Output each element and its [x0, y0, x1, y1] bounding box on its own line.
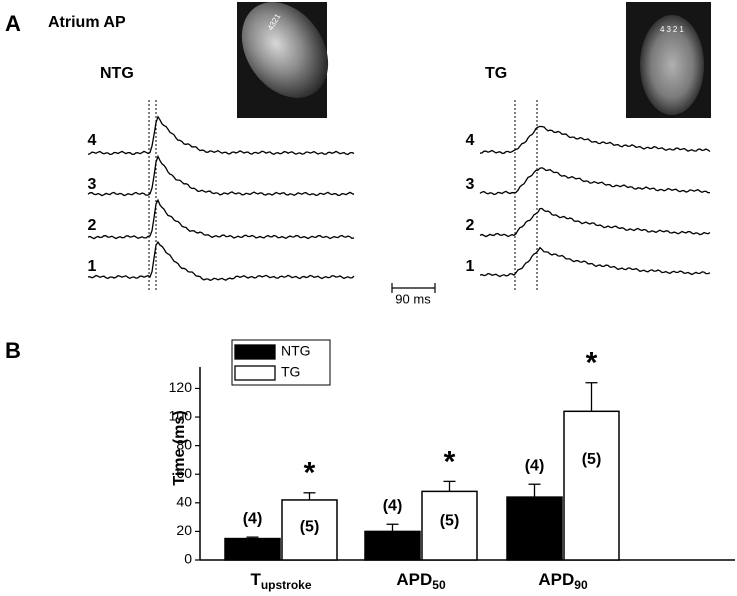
- n-label: (4): [383, 497, 403, 514]
- bar: [281, 499, 338, 561]
- bar: [563, 410, 620, 561]
- image-label: 4321: [660, 25, 686, 34]
- legend-swatch: [234, 344, 276, 360]
- bar: [224, 537, 281, 561]
- trace: [479, 167, 711, 196]
- y-tick-label: 20: [176, 522, 192, 538]
- x-tick-label: Tupstroke: [250, 570, 311, 592]
- category-name: T: [250, 570, 261, 589]
- panel-label: B: [5, 338, 21, 363]
- panel-title: Atrium AP: [48, 14, 126, 31]
- y-axis-title: Time (ms): [171, 410, 188, 485]
- legend-label: NTG: [281, 343, 311, 359]
- n-label: (5): [582, 451, 602, 468]
- significance: *: [304, 457, 316, 490]
- panel-label: A: [5, 11, 21, 36]
- trace-label: 4: [88, 132, 97, 149]
- reference-lines: [148, 100, 538, 290]
- n-label: (4): [243, 510, 263, 527]
- category-name: APD: [396, 570, 432, 589]
- trace-label: 2: [466, 217, 475, 234]
- y-tick-label: 60: [176, 465, 192, 481]
- category-name: APD: [538, 570, 574, 589]
- trace: [479, 207, 711, 238]
- legend-label: TG: [281, 364, 300, 380]
- trace-label: 2: [88, 217, 97, 234]
- y-tick-label: 80: [176, 436, 192, 452]
- x-tick-label: APD50: [396, 570, 446, 592]
- y-tick-label: 40: [176, 494, 192, 510]
- trace: [87, 115, 355, 156]
- trace-label: 4: [466, 132, 475, 149]
- trace: [87, 154, 355, 197]
- trace-label: 1: [88, 258, 97, 275]
- bar: [421, 490, 478, 561]
- trace: [479, 125, 711, 154]
- x-tick-label: APD90: [538, 570, 588, 592]
- cell: [640, 15, 704, 115]
- n-label: (4): [525, 457, 545, 474]
- trace: [87, 198, 355, 240]
- scale-bar: [391, 283, 436, 293]
- group-label: TG: [485, 65, 507, 82]
- n-label: (5): [440, 513, 460, 530]
- category-subscript: upstroke: [261, 578, 312, 592]
- legend-swatch: [234, 365, 276, 381]
- scale-bar-label: 90 ms: [395, 291, 431, 306]
- bar: [364, 530, 421, 561]
- trace: [479, 246, 711, 278]
- trace: [87, 240, 355, 281]
- y-tick-label: 100: [169, 408, 193, 424]
- y-tick-label: 120: [169, 379, 193, 395]
- n-label: (5): [300, 518, 320, 535]
- trace-label: 3: [466, 176, 475, 193]
- bar: [506, 496, 563, 561]
- group-label: NTG: [100, 65, 134, 82]
- trace-label: 1: [466, 258, 475, 275]
- cell: [241, 2, 329, 98]
- category-subscript: 50: [432, 578, 446, 592]
- trace-label: 3: [88, 176, 97, 193]
- significance: *: [586, 347, 598, 380]
- category-subscript: 90: [574, 578, 588, 592]
- y-tick-label: 0: [184, 551, 192, 567]
- significance: *: [444, 445, 456, 478]
